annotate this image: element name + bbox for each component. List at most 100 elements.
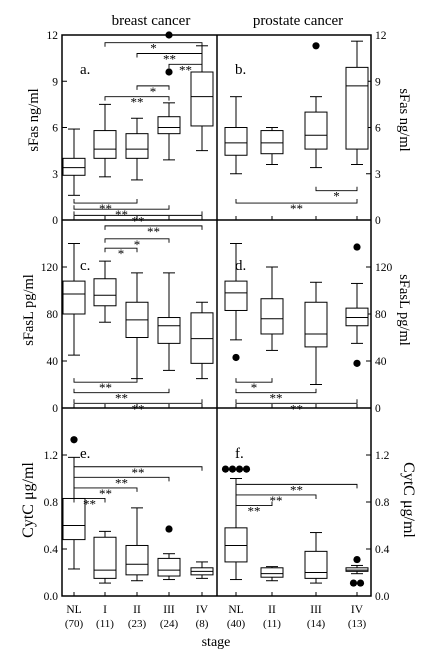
significance-label: **: [270, 391, 283, 406]
panel-a-ytick-label: 12: [47, 30, 59, 42]
bracket-line: [73, 211, 203, 216]
significance-label: **: [99, 380, 112, 395]
panel-a-box-4: [190, 45, 214, 152]
panel-b-box-3: [345, 40, 369, 165]
panel-f-ytick-label: 0.0: [375, 591, 390, 603]
outlier-point: [353, 243, 361, 251]
significance-label: **: [270, 493, 283, 508]
significance-label: **: [99, 201, 112, 216]
ylabel-c: sFasL pg/ml: [21, 274, 37, 346]
box-iqr: [93, 536, 117, 579]
panel-b-ytick-label: 0: [375, 215, 381, 227]
outlier-point: [70, 436, 78, 444]
outlier-point: [165, 68, 173, 76]
panel-f-ytick-label: 0.4: [375, 544, 390, 556]
box-iqr: [345, 66, 369, 150]
outlier-point: [312, 42, 320, 50]
panel-f-count-label: (40): [227, 618, 246, 630]
box-iqr: [62, 280, 86, 315]
bracket-line: [104, 96, 170, 101]
panel-a-ytick-label: 3: [52, 169, 58, 181]
bracket-line: [104, 247, 138, 253]
panel-a-ytick-label: 9: [52, 76, 58, 88]
panel-c-significance-bracket: *: [104, 246, 138, 261]
prostate-cancer-title: prostate cancer: [253, 13, 343, 29]
panel-c-box-3: [157, 272, 181, 371]
outlier-point: [353, 359, 361, 367]
panel-b-significance-bracket: **: [235, 199, 358, 216]
outlier-point: [242, 465, 251, 473]
panel-e-ytick-label: 1.2: [44, 450, 59, 462]
panel-c-box-2: [125, 272, 149, 380]
panel-e-count-label: (11): [96, 618, 114, 630]
panel-b-box-2: [304, 42, 328, 169]
panel-e-box-3: [157, 525, 181, 581]
significance-label: **: [290, 482, 303, 497]
panel-d-ytick-label: 40: [375, 356, 387, 368]
panel-e-category-label: I: [103, 604, 107, 616]
box-iqr: [190, 312, 214, 364]
panel-d-significance-bracket: *: [235, 378, 273, 395]
ylabel-d: sFasL pg/ml: [396, 274, 412, 346]
box-iqr: [93, 278, 117, 307]
panel-e-significance-bracket: **: [73, 475, 170, 490]
panel-d-significance-bracket: **: [235, 388, 317, 406]
breast-cancer-title: breast cancer: [112, 13, 191, 29]
outlier-point: [353, 555, 361, 564]
bracket-line: [104, 42, 203, 47]
bracket-line: [235, 388, 317, 394]
bracket-line: [235, 501, 273, 506]
significance-label: **: [290, 201, 303, 216]
box-iqr: [157, 557, 181, 577]
panel-e-box-1: [93, 530, 117, 584]
panel-a-significance-bracket: **: [168, 62, 203, 77]
panel-d-ytick-label: 120: [375, 262, 393, 274]
outlier-point: [235, 465, 244, 473]
panel-f-box-3: [345, 555, 369, 587]
panel-c-ytick-label: 120: [41, 262, 59, 274]
significance-label: *: [150, 84, 157, 99]
outlier-point: [232, 353, 240, 362]
bracket-line: [168, 63, 203, 69]
panel-a-significance-bracket: *: [104, 41, 203, 56]
panel-e-count-label: (23): [128, 618, 147, 630]
significance-label: *: [251, 380, 258, 395]
significance-label: **: [248, 504, 261, 519]
box-iqr: [93, 130, 117, 159]
panel-c-significance-bracket: **: [73, 378, 138, 395]
ylabel-a: sFas ng/ml: [26, 88, 42, 151]
significance-label: **: [99, 486, 112, 501]
bracket-line: [73, 399, 203, 404]
panel-d-significance-bracket: **: [235, 399, 358, 416]
panel-a-significance-bracket: **: [73, 205, 170, 222]
panel-f-ytick-label: 1.2: [375, 450, 390, 462]
panel-e-significance-bracket: **: [73, 486, 138, 501]
bracket-line: [73, 199, 138, 204]
significance-label: *: [333, 189, 340, 204]
bracket-line: [315, 186, 358, 192]
panel-c-significance-bracket: **: [73, 388, 170, 406]
panel-c-box-4: [190, 301, 214, 380]
panel-b-ytick-label: 12: [375, 30, 387, 42]
box-iqr: [62, 497, 86, 541]
panel-a-significance-bracket: **: [104, 95, 170, 110]
bracket-line: [73, 498, 106, 503]
panel-f-ytick-label: 0.8: [375, 497, 390, 509]
box-iqr: [190, 71, 214, 127]
panel-a-ytick-label: 0: [52, 215, 58, 227]
box-iqr: [260, 130, 284, 155]
panel-c-ytick-label: 40: [47, 356, 59, 368]
significance-label: **: [132, 213, 145, 228]
panel-c-significance-bracket: **: [104, 224, 203, 239]
box-iqr: [157, 116, 181, 135]
panel-e-category-label: IV: [196, 604, 209, 616]
significance-label: **: [131, 95, 144, 110]
significance-label: *: [150, 41, 157, 56]
box-iqr: [224, 280, 248, 311]
bracket-line: [73, 466, 203, 471]
significance-label: **: [132, 401, 145, 416]
box-iqr: [224, 127, 248, 156]
panel-f-box-2: [304, 532, 328, 584]
panel-a-significance-bracket: **: [73, 211, 203, 228]
bracket-line: [136, 85, 170, 90]
